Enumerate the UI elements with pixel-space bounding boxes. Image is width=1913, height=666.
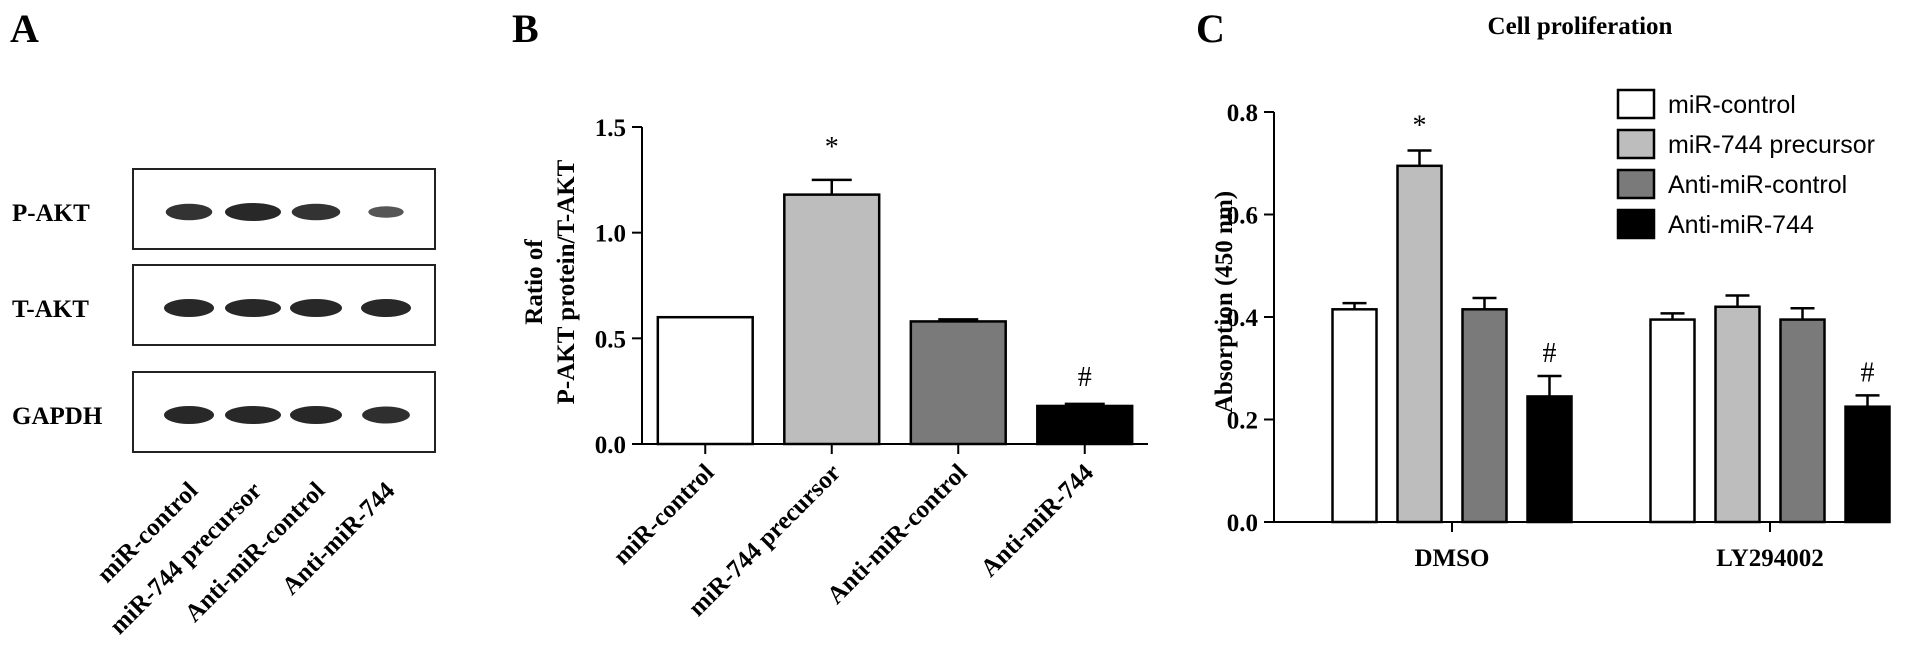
panel-c-y-tick-label-0-6: 0.6 — [1227, 203, 1258, 230]
panel-c-significance-dmso-mir-744-precursor: * — [1413, 110, 1427, 141]
panel-c-x-tick-label-ly294002: LY294002 — [1716, 545, 1823, 572]
panel-c-bar-dmso-anti-mir-744 — [1526, 395, 1573, 524]
panel-b-significance-mir-744-precursor: * — [825, 132, 839, 163]
panel-b-y-axis-title-line-2: P-AKT protein/T-AKT — [553, 159, 580, 404]
panel-b-x-tick-label-mir-control: miR-control — [608, 459, 719, 570]
panel-b-y-tick-label-1-5: 1.5 — [595, 115, 626, 142]
panel-b-y-tick-label-0-5: 0.5 — [595, 326, 626, 353]
panel-b-letter: B — [512, 6, 539, 51]
panel-c-chart: C Cell proliferation Absorption (450 nm)… — [1196, 6, 1891, 572]
blot-row-label-gapdh: GAPDH — [12, 403, 103, 430]
blot-band-gapdh-4 — [362, 406, 410, 424]
blot-band-p-akt-2 — [225, 203, 281, 221]
panel-c-bar-ly294002-mir-744-precursor — [1714, 305, 1761, 524]
panel-c-bar-ly294002-anti-mir-control — [1779, 318, 1826, 524]
panel-a-letter: A — [10, 6, 39, 51]
panel-c-bar-ly294002-anti-mir-744 — [1844, 405, 1891, 524]
blot-band-t-akt-4 — [361, 299, 411, 317]
blot-band-gapdh-1 — [164, 406, 214, 424]
panel-b-bars: *# — [656, 132, 1134, 446]
panel-c-bar-ly294002-mir-control — [1649, 318, 1696, 524]
panel-b-chart: B Ratio of P-AKT protein/T-AKT 0.0 0.5 1.0 1… — [512, 6, 1148, 622]
panel-c-y-tick-label-0-2: 0.2 — [1227, 408, 1258, 435]
panel-b-y-axis-title: Ratio of P-AKT protein/T-AKT — [521, 159, 580, 404]
blot-band-p-akt-4 — [368, 206, 404, 218]
panel-c-y-tick-label-0-0: 0.0 — [1227, 510, 1258, 537]
panel-c-bar-dmso-mir-744-precursor — [1396, 164, 1443, 524]
panel-b-significance-anti-mir-744: # — [1078, 362, 1092, 393]
legend-swatch-mir-744-precursor — [1616, 128, 1656, 160]
legend-label-anti-mir-744: Anti-miR-744 — [1668, 211, 1814, 239]
panel-c-bar-dmso-anti-mir-control — [1461, 308, 1508, 524]
panel-b-y-tick-label-1-0: 1.0 — [595, 221, 626, 248]
legend-swatch-anti-mir-744 — [1616, 208, 1656, 240]
legend-label-mir-744-precursor: miR-744 precursor — [1668, 131, 1875, 159]
blot-band-t-akt-3 — [290, 299, 342, 317]
panel-c-significance-dmso-anti-mir-744: # — [1543, 338, 1557, 369]
panel-b-y-tick-label-0-0: 0.0 — [595, 432, 626, 459]
legend-label-anti-mir-control: Anti-miR-control — [1668, 171, 1847, 199]
panel-c-y-tick-label-0-8: 0.8 — [1227, 100, 1258, 127]
panel-b-y-axis-title-line-1: Ratio of — [521, 239, 548, 325]
blot-band-p-akt-1 — [165, 203, 213, 221]
blot-row-label-p-akt: P-AKT — [12, 200, 90, 227]
legend-label-mir-control: miR-control — [1668, 91, 1796, 119]
panel-b-bar-anti-mir-744 — [1036, 404, 1134, 446]
panel-c-y-tick-label-0-4: 0.4 — [1227, 305, 1259, 332]
panel-c-title: Cell proliferation — [1488, 13, 1673, 40]
panel-c-bar-dmso-mir-control — [1331, 308, 1378, 524]
blot-band-gapdh-3 — [290, 406, 342, 424]
panel-b-bar-anti-mir-control — [909, 320, 1007, 446]
legend-swatch-mir-control — [1616, 88, 1656, 120]
panel-c-significance-ly294002-anti-mir-744: # — [1861, 357, 1875, 388]
blot-band-gapdh-2 — [225, 406, 281, 424]
panel-c-y-axis-title: Absorption (450 nm) — [1211, 191, 1238, 413]
panel-c-bars: * # # — [1331, 110, 1891, 524]
blot-band-p-akt-3 — [291, 203, 341, 221]
panel-b-x-tick-label-anti-mir-744: Anti-miR-744 — [976, 459, 1100, 583]
panel-b-bar-mir-control — [656, 315, 754, 446]
blot-band-t-akt-2 — [225, 299, 281, 317]
panel-b-bar-mir-744-precursor — [783, 193, 881, 446]
panel-c-letter: C — [1196, 6, 1225, 51]
panel-c-legend: miR-control miR-744 precursor Anti-miR-con… — [1616, 88, 1875, 240]
blot-band-t-akt-1 — [164, 299, 214, 317]
panel-b-x-tick-label-anti-mir-control: Anti-miR-control — [822, 459, 972, 609]
legend-swatch-anti-mir-control — [1616, 168, 1656, 200]
blot-rows: P-AKT T-AKT GAPDH — [12, 168, 436, 453]
panel-c-x-tick-label-dmso: DMSO — [1415, 545, 1490, 572]
blot-row-label-t-akt: T-AKT — [12, 296, 89, 323]
